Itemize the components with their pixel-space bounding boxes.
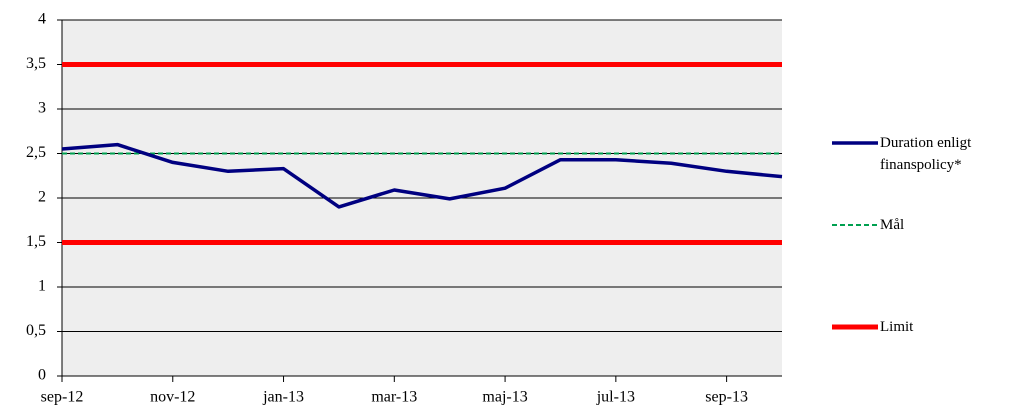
y-tick-label: 0,5	[26, 322, 46, 339]
x-tick-label: jul-13	[596, 389, 635, 406]
x-tick-label: mar-13	[371, 389, 417, 406]
legend-label: Limit	[880, 319, 914, 335]
y-tick-label: 1,5	[26, 233, 46, 250]
y-tick-label: 3,5	[26, 55, 46, 72]
legend-label: Mål	[880, 217, 905, 233]
x-tick-label: nov-12	[150, 389, 195, 406]
x-tick-label: sep-12	[41, 389, 84, 406]
y-tick-label: 2	[38, 189, 46, 206]
series-line	[61, 142, 783, 209]
y-tick-label: 0	[38, 367, 46, 384]
x-tick-label: sep-13	[705, 389, 748, 406]
legend-label-box: Limit	[880, 319, 914, 335]
y-tick-label: 2,5	[26, 144, 46, 161]
legend-label: Duration enligt finanspolicy*	[880, 135, 972, 173]
x-tick-label: maj-13	[482, 389, 527, 406]
y-tick-label: 3	[38, 100, 46, 117]
x-tick-label: jan-13	[262, 389, 304, 406]
legend-label-box: Duration enligt finanspolicy*	[880, 135, 972, 173]
legend-label-box: Mål	[880, 217, 905, 233]
y-tick-label: 4	[38, 11, 46, 28]
y-tick-label: 1	[38, 278, 46, 295]
